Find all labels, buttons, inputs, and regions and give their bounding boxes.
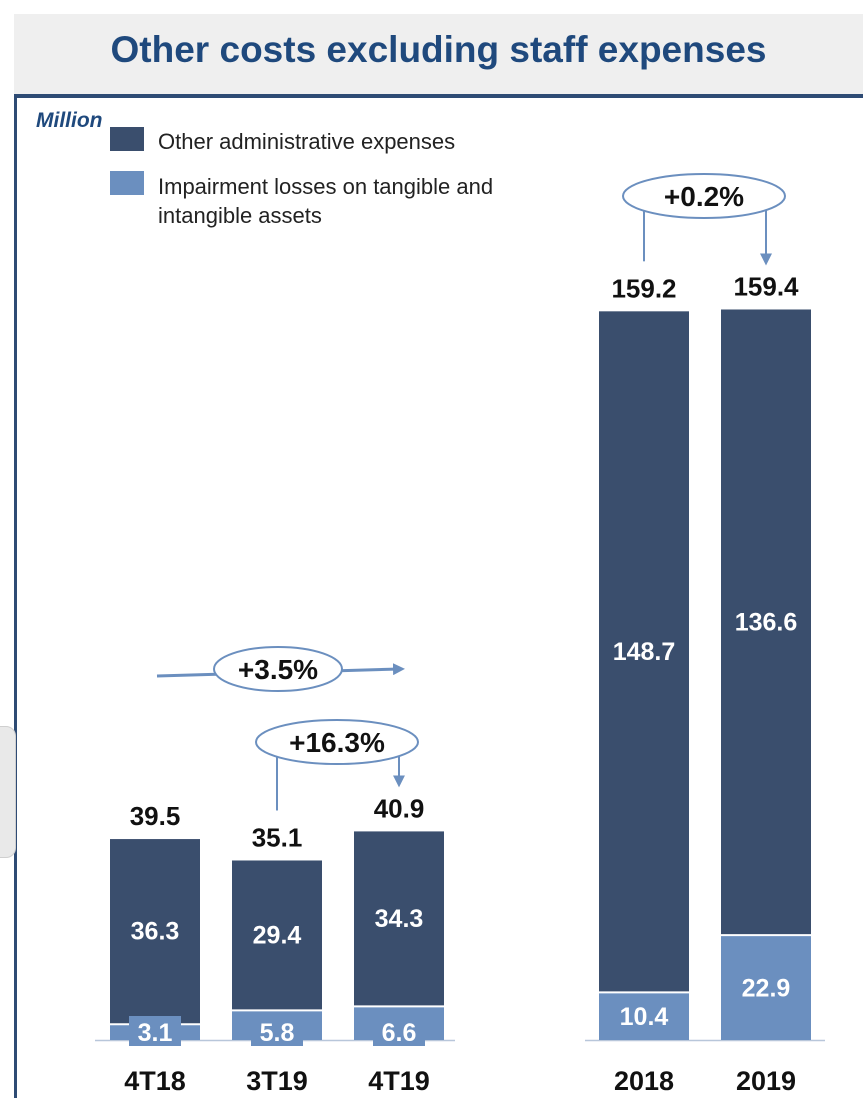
label-impairment-4T19: 6.6 xyxy=(382,1019,417,1047)
annotation-annual-yoy-text: +0.2% xyxy=(664,181,744,212)
side-scroll-tab[interactable] xyxy=(0,726,16,858)
label-admin-2018: 148.7 xyxy=(613,638,676,666)
bar-impairment-2018 xyxy=(599,992,689,1040)
label-box-impairment-3T19 xyxy=(251,1016,303,1046)
frame-top-border xyxy=(14,94,863,98)
annotation-quarterly-qoq-ellipse xyxy=(255,719,419,765)
annotation-quarterly-yoy-ellipse xyxy=(213,646,343,692)
unit-label: Million xyxy=(36,109,103,132)
label-total-4T18: 39.5 xyxy=(130,801,181,831)
label-admin-3T19: 29.4 xyxy=(253,921,302,949)
tick-label-4T18: 4T18 xyxy=(124,1066,186,1096)
bar-admin-2018 xyxy=(599,311,689,993)
label-total-4T19: 40.9 xyxy=(374,793,425,823)
label-box-impairment-4T19 xyxy=(373,1016,425,1046)
legend-swatch-impairment xyxy=(110,171,144,195)
tick-label-3T19: 3T19 xyxy=(246,1066,308,1096)
header-bar: Other costs excluding staff expenses xyxy=(14,14,863,94)
tick-label-2019: 2019 xyxy=(736,1066,796,1096)
annotation-quarterly-qoq-text: +16.3% xyxy=(289,727,385,758)
label-impairment-4T18: 3.1 xyxy=(138,1019,173,1047)
tick-label-4T19: 4T19 xyxy=(368,1066,430,1096)
label-admin-2019: 136.6 xyxy=(735,608,798,636)
legend-label-admin: Other administrative expenses xyxy=(158,129,456,154)
bar-admin-2019 xyxy=(721,309,811,936)
bar-admin-4T19 xyxy=(354,831,444,1007)
label-admin-4T18: 36.3 xyxy=(131,918,180,946)
tick-label-2018: 2018 xyxy=(614,1066,674,1096)
label-box-impairment-4T18 xyxy=(129,1016,181,1046)
label-impairment-2019: 22.9 xyxy=(742,975,791,1003)
label-impairment-3T19: 5.8 xyxy=(260,1019,295,1047)
annotation-quarterly-yoy-text: +3.5% xyxy=(238,654,318,685)
annotation-annual-yoy-ellipse xyxy=(622,173,786,219)
bar-impairment-2019 xyxy=(721,935,811,1040)
label-total-3T19: 35.1 xyxy=(252,822,303,852)
bar-admin-4T18 xyxy=(110,839,200,1025)
label-impairment-2018: 10.4 xyxy=(620,1003,669,1031)
frame-left-border xyxy=(14,94,17,1098)
label-admin-4T19: 34.3 xyxy=(375,905,424,933)
page-title: Other costs excluding staff expenses xyxy=(110,29,767,70)
bar-admin-3T19 xyxy=(232,860,322,1011)
label-total-2018: 159.2 xyxy=(611,273,676,303)
legend-swatch-admin xyxy=(110,127,144,151)
label-total-2019: 159.4 xyxy=(733,271,799,301)
legend-label-impairment: Impairment losses on tangible and intang… xyxy=(158,174,494,228)
